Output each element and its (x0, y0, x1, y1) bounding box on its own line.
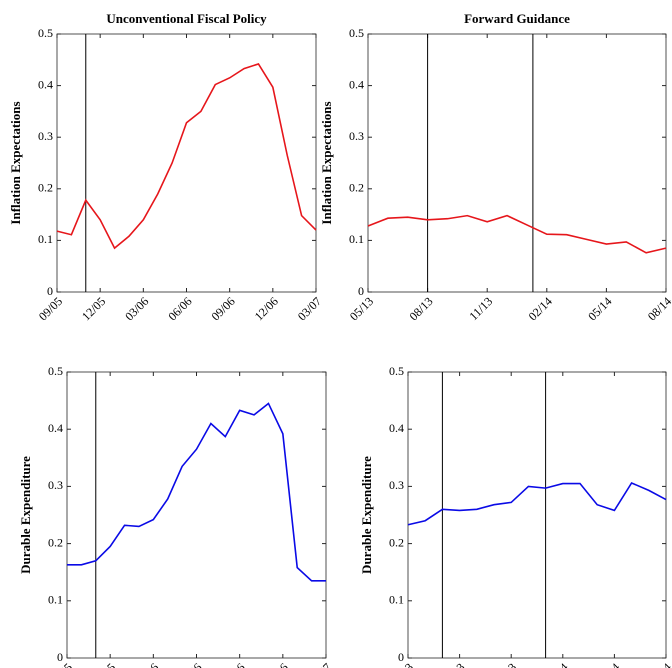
y-tick-label: 0.1 (48, 593, 63, 607)
chart-title: Unconventional Fiscal Policy (106, 11, 267, 26)
x-tick-label: 12/05 (79, 294, 108, 323)
x-tick-label: 09/06 (208, 294, 237, 323)
x-tick-label: 08/14 (645, 660, 672, 668)
x-tick-label: 03/07 (305, 660, 334, 668)
y-tick-label: 0.4 (38, 77, 53, 91)
y-axis-label: Inflation Expectations (319, 101, 334, 224)
y-tick-label: 0.1 (38, 232, 53, 246)
x-tick-label: 09/05 (46, 660, 75, 668)
x-tick-label: 08/13 (438, 660, 467, 668)
y-axis-label: Durable Expenditure (18, 456, 33, 574)
x-tick-label: 05/14 (585, 294, 614, 323)
y-tick-label: 0 (358, 284, 364, 298)
y-tick-label: 0.3 (349, 129, 364, 143)
plot-frame (66, 371, 327, 659)
y-tick-label: 0.3 (389, 478, 404, 492)
x-tick-label: 03/07 (295, 294, 324, 323)
y-tick-label: 0.5 (389, 364, 404, 378)
x-tick-label: 12/05 (89, 660, 118, 668)
y-axis-label: Durable Expenditure (359, 456, 374, 574)
plot-frame (56, 33, 317, 293)
y-tick-label: 0.3 (38, 129, 53, 143)
series-line (67, 402, 326, 582)
series-line (56, 62, 317, 250)
x-tick-label: 06/06 (175, 660, 204, 668)
x-tick-label: 09/06 (218, 660, 247, 668)
x-tick-label: 09/05 (36, 294, 65, 323)
y-tick-label: 0.2 (349, 181, 364, 195)
y-axis-label: Inflation Expectations (8, 101, 23, 224)
x-tick-label: 02/14 (526, 294, 555, 323)
plot-frame (367, 33, 667, 293)
y-tick-label: 0.4 (389, 421, 404, 435)
series-line (367, 214, 667, 254)
x-tick-label: 08/14 (645, 294, 672, 323)
x-tick-label: 02/14 (542, 660, 571, 668)
y-tick-label: 0.4 (48, 421, 63, 435)
x-tick-label: 05/14 (593, 660, 622, 668)
x-tick-label: 11/13 (466, 294, 495, 323)
plot-frame (407, 371, 667, 659)
y-tick-label: 0.4 (349, 77, 364, 91)
x-tick-label: 12/06 (252, 294, 281, 323)
y-tick-label: 0.2 (389, 535, 404, 549)
x-tick-label: 08/13 (406, 294, 435, 323)
y-tick-label: 0 (398, 650, 404, 664)
y-tick-label: 0 (47, 284, 53, 298)
y-tick-label: 0.5 (48, 364, 63, 378)
y-tick-label: 0 (57, 650, 63, 664)
y-tick-label: 0.1 (349, 232, 364, 246)
y-tick-label: 0.2 (38, 181, 53, 195)
y-tick-label: 0.5 (38, 26, 53, 40)
x-tick-label: 05/13 (347, 294, 376, 323)
y-tick-label: 0.1 (389, 593, 404, 607)
y-tick-label: 0.5 (349, 26, 364, 40)
y-tick-label: 0.2 (48, 535, 63, 549)
x-tick-label: 12/06 (262, 660, 291, 668)
x-tick-label: 03/06 (132, 660, 161, 668)
x-tick-label: 11/13 (490, 660, 519, 668)
chart-title: Forward Guidance (464, 11, 570, 26)
x-tick-label: 05/13 (387, 660, 416, 668)
series-line (407, 481, 667, 526)
x-tick-label: 03/06 (122, 294, 151, 323)
x-tick-label: 06/06 (165, 294, 194, 323)
y-tick-label: 0.3 (48, 478, 63, 492)
